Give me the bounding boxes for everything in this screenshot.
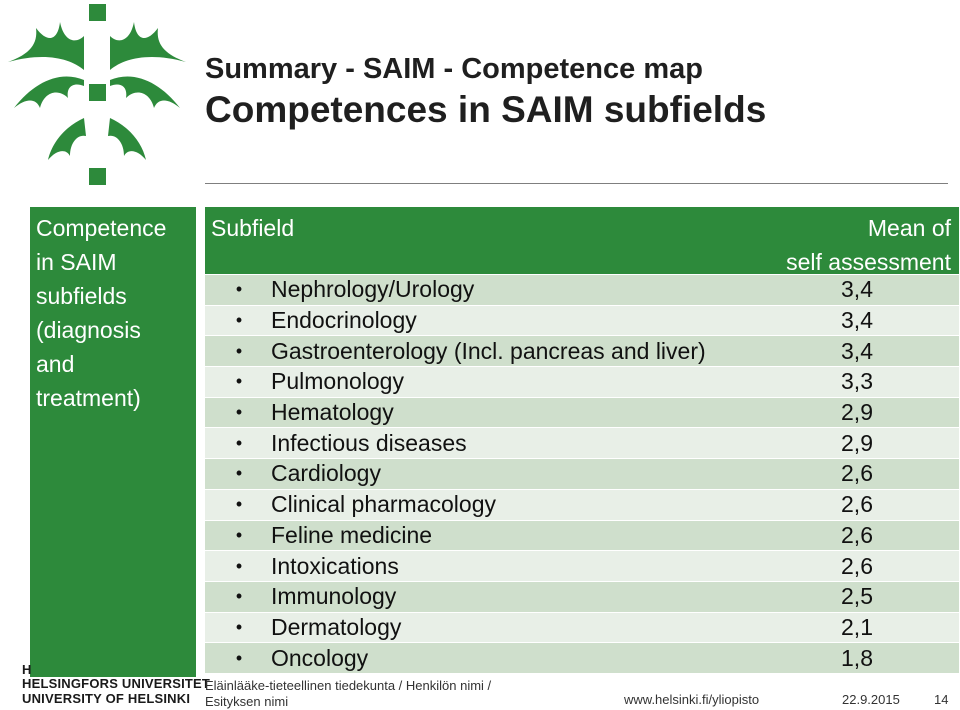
footer-logo-line1: HELSINGFORS UNIVERSITET xyxy=(22,676,211,691)
subfield-name: Hematology xyxy=(271,399,394,426)
mean-value-cell: 3,4 xyxy=(841,276,873,303)
title-block: Summary - SAIM - Competence map Competen… xyxy=(205,52,766,132)
mean-value-cell: 2,5 xyxy=(841,583,873,610)
subfield-cell: • Gastroenterology (Incl. pancreas and li… xyxy=(205,336,753,367)
page-subtitle: Summary - SAIM - Competence map xyxy=(205,53,703,85)
page-number: 14 xyxy=(934,692,949,707)
footer-faculty-line1: Eläinlääke-tieteellinen tiedekunta / Hen… xyxy=(205,678,492,693)
side-box-line: treatment) xyxy=(36,385,141,411)
column-header-subfield: Subfield xyxy=(211,215,295,241)
subfield-name: Dermatology xyxy=(271,613,402,640)
table-row: • Pulmonology 3,3 xyxy=(205,367,959,397)
subfield-cell: • Pulmonology xyxy=(205,367,753,397)
subfield-cell: • Nephrology/Urology xyxy=(205,275,753,305)
subfield-cell: • Dermatology xyxy=(205,612,753,643)
mean-value-cell: 2,6 xyxy=(841,491,873,518)
subfield-name: Pulmonology xyxy=(271,368,404,395)
subfield-name: Endocrinology xyxy=(271,307,417,334)
mean-value-cell: 2,9 xyxy=(841,429,873,456)
subfield-name: Infectious diseases xyxy=(271,429,467,456)
table-row: • Nephrology/Urology 3,4 xyxy=(205,275,959,305)
column-header-mean-line1: Mean of xyxy=(867,215,951,241)
subfield-cell: • Feline medicine xyxy=(205,520,753,551)
competence-side-box: Competence in SAIM subfields (diagnosis … xyxy=(30,207,196,677)
footer-university-logo: HELSINGFORS UNIVERSITET UNIVERSITY OF HE… xyxy=(22,676,210,706)
side-box-line: in SAIM xyxy=(36,249,117,275)
bullet-icon: • xyxy=(235,586,243,607)
table-row: • Immunology 2,5 xyxy=(205,581,959,612)
table-row: • Intoxications 2,6 xyxy=(205,551,959,581)
subfield-cell: • Intoxications xyxy=(205,551,753,581)
column-header-mean-line2: self assessment xyxy=(786,249,951,275)
bullet-icon: • xyxy=(235,310,243,331)
mean-value-cell: 2,9 xyxy=(841,399,873,426)
subfield-name: Feline medicine xyxy=(271,521,433,548)
table-body: • Nephrology/Urology 3,4 • Endocrinology 3,4 •… xyxy=(205,275,959,673)
footer-faculty: Eläinlääke-tieteellinen tiedekunta / Hen… xyxy=(205,678,491,710)
side-box-line: subfields xyxy=(36,283,127,309)
table-row: • Cardiology 2,6 xyxy=(205,459,959,489)
subfield-name: Intoxications xyxy=(271,552,399,579)
subfield-name: Oncology xyxy=(271,644,369,671)
subfield-cell: • Infectious diseases xyxy=(205,428,753,459)
side-box-line: and xyxy=(36,351,75,377)
bullet-icon: • xyxy=(235,555,243,576)
subfield-cell: • Oncology xyxy=(205,643,753,673)
subfield-cell: • Immunology xyxy=(205,581,753,612)
table-row: • Gastroenterology (Incl. pancreas and li… xyxy=(205,336,959,367)
subfield-cell: • Endocrinology xyxy=(205,305,753,336)
mean-value-cell: 3,4 xyxy=(841,337,873,364)
mean-value-cell: 2,6 xyxy=(841,460,873,487)
subfield-cell: • Cardiology xyxy=(205,459,753,489)
bullet-icon: • xyxy=(235,524,243,545)
table-row: • Clinical pharmacology 2,6 xyxy=(205,489,959,520)
bullet-icon: • xyxy=(235,494,243,515)
bullet-icon: • xyxy=(235,647,243,668)
subfield-name: Immunology xyxy=(271,583,397,610)
table-row: • Dermatology 2,1 xyxy=(205,612,959,643)
mean-value-cell: 3,3 xyxy=(841,368,873,395)
column-header-mean: Mean of self assessment xyxy=(786,211,951,279)
footer-url: www.helsinki.fi/yliopisto xyxy=(624,692,760,707)
table-row: • Feline medicine 2,6 xyxy=(205,520,959,551)
subfield-name: Clinical pharmacology xyxy=(271,491,496,518)
side-box-line: (diagnosis xyxy=(36,317,141,343)
subfield-name: Nephrology/Urology xyxy=(271,276,475,303)
mean-value-cell: 2,1 xyxy=(841,613,873,640)
bullet-icon: • xyxy=(235,463,243,484)
page-title: Competences in SAIM subfields xyxy=(205,89,767,130)
table-header: Subfield Mean of self assessment xyxy=(205,207,959,275)
mean-value-cell: 2,6 xyxy=(841,521,873,548)
helsinki-flame-logo-icon xyxy=(8,4,186,185)
bullet-icon: • xyxy=(235,340,243,361)
bullet-icon: • xyxy=(235,616,243,637)
mean-value-cell: 2,6 xyxy=(841,552,873,579)
footer-faculty-line2: Esityksen nimi xyxy=(205,694,289,709)
subfield-table: Subfield Mean of self assessment • Nephro… xyxy=(205,207,959,673)
table-row: • Hematology 2,9 xyxy=(205,397,959,428)
table-row: • Infectious diseases 2,9 xyxy=(205,428,959,459)
subfield-name: Cardiology xyxy=(271,460,381,487)
bullet-icon: • xyxy=(235,432,243,453)
subfield-cell: • Clinical pharmacology xyxy=(205,489,753,520)
side-box-line: Competence xyxy=(36,215,167,241)
bullet-icon: • xyxy=(235,371,243,392)
mean-value-cell: 1,8 xyxy=(841,644,873,671)
bullet-icon: • xyxy=(235,279,243,300)
footer-logo-h: H xyxy=(22,662,32,677)
footer-date: 22.9.2015 xyxy=(842,692,900,707)
subfield-name: Gastroenterology (Incl. pancreas and liv… xyxy=(271,337,706,364)
title-divider xyxy=(205,183,948,184)
subfield-cell: • Hematology xyxy=(205,397,753,428)
table-row: • Oncology 1,8 xyxy=(205,643,959,673)
bullet-icon: • xyxy=(235,402,243,423)
table-row: • Endocrinology 3,4 xyxy=(205,305,959,336)
mean-value-cell: 3,4 xyxy=(841,307,873,334)
footer-logo-line2: UNIVERSITY OF HELSINKI xyxy=(22,691,191,706)
